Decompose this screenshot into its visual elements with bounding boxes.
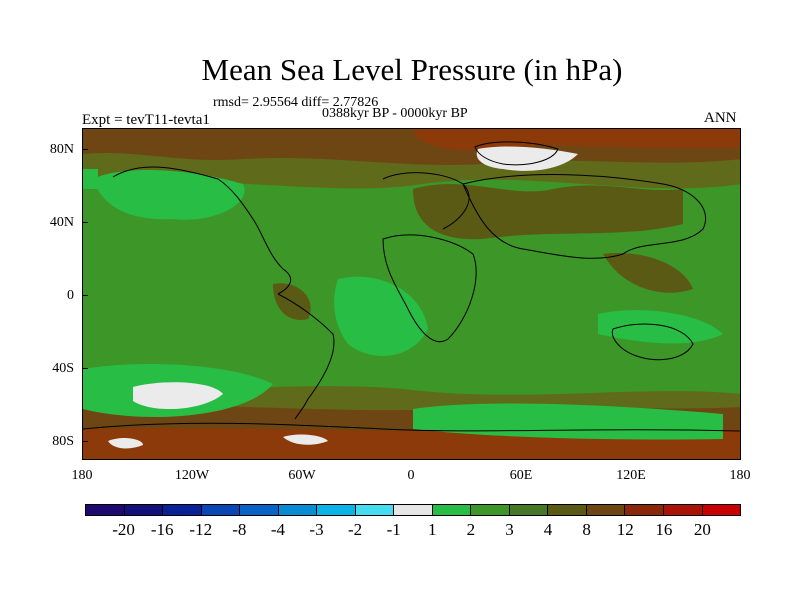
colorbar-swatch: [394, 505, 433, 515]
coastlines: [83, 141, 740, 432]
colorbar-swatch: [86, 505, 125, 515]
lon-label-180w: 180: [71, 468, 93, 483]
colorbar-swatch: [586, 505, 626, 515]
colorbar-swatch: [663, 505, 703, 515]
colorbar-swatch: [201, 505, 241, 515]
coast-south-america: [277, 293, 335, 420]
colorbar-swatch: [625, 505, 664, 515]
season-label: ANN: [704, 110, 737, 126]
lat-label-80n: 80N: [49, 142, 74, 157]
field-australia-green: [598, 310, 723, 344]
lat-label-80s: 80S: [52, 434, 74, 449]
coast-antarctica: [83, 422, 740, 432]
period-subtitle: 0388kyr BP - 0000kyr BP: [322, 106, 468, 121]
field-edge-green: [83, 169, 98, 189]
colorbar-swatch: [702, 505, 741, 515]
colorbar-swatch: [124, 505, 164, 515]
colorbar-label: -8: [232, 520, 247, 539]
lon-label-120e: 120E: [616, 468, 646, 483]
colorbar-swatch: [278, 505, 318, 515]
colorbar-label: -16: [150, 520, 174, 539]
stats-line: rmsd= 2.95564 diff= 2.77826: [213, 95, 379, 110]
chart-title: Mean Sea Level Pressure (in hPa): [201, 52, 623, 87]
lon-label-0: 0: [407, 468, 415, 483]
colorbar-label: 20: [693, 520, 711, 539]
field-greenland-white: [476, 146, 578, 171]
coast-asia: [462, 174, 707, 259]
colorbar-label: 8: [582, 520, 591, 539]
coast-australia: [611, 323, 694, 361]
field-pacific-olive: [603, 253, 693, 293]
colorbar-label: 1: [428, 520, 437, 539]
map-svg: [83, 129, 740, 459]
colorbar-label: 2: [466, 520, 476, 539]
lat-label-40s: 40S: [52, 361, 74, 376]
field-spacific-white: [133, 382, 223, 410]
coast-greenland: [474, 141, 559, 166]
colorbar-label: -20: [112, 520, 135, 539]
field-eurasia-olive: [413, 184, 683, 240]
colorbar-swatch: [509, 505, 549, 515]
field-satlantic-green: [334, 276, 428, 356]
colorbar-swatch: [548, 505, 587, 515]
experiment-label: Expt = tevT11-tevta1: [82, 112, 210, 128]
colorbar-swatch: [163, 505, 202, 515]
map-plot: [82, 128, 741, 460]
colorbar-label: -1: [386, 520, 401, 539]
colorbar-swatch: [240, 505, 279, 515]
tick-40n: [82, 222, 88, 223]
colorbar-label: 4: [543, 520, 553, 539]
field-antarctic-white-a: [108, 438, 143, 449]
colorbar: [85, 504, 741, 516]
colorbar-label: -2: [348, 520, 363, 539]
colorbar-label: -4: [270, 520, 286, 539]
lat-label-40n: 40N: [49, 215, 74, 230]
colorbar-swatch: [355, 505, 395, 515]
lon-label-60e: 60E: [509, 468, 533, 483]
tick-40s: [82, 368, 88, 369]
lon-label-120w: 120W: [174, 468, 210, 483]
lon-label-180e: 180: [729, 468, 751, 483]
lat-label-0: 0: [67, 288, 74, 303]
tick-80s: [82, 441, 88, 442]
field-npacific-green: [93, 169, 245, 220]
coast-africa: [382, 234, 477, 343]
colorbar-swatch: [432, 505, 472, 515]
colorbar-label: 16: [655, 520, 673, 539]
colorbar-swatch: [317, 505, 356, 515]
colorbar-label: 3: [505, 520, 514, 539]
colorbar-label: -3: [309, 520, 324, 539]
coast-north-america: [112, 166, 292, 295]
lon-label-60w: 60W: [288, 468, 316, 483]
field-arctic-dark: [413, 129, 740, 150]
colorbar-swatch: [471, 505, 510, 515]
colorbar-label: 12: [616, 520, 634, 539]
tick-80n: [82, 149, 88, 150]
tick-0: [82, 295, 88, 296]
field-antarctic-white-b: [283, 434, 328, 445]
colorbar-label: -12: [189, 520, 213, 539]
coast-europe: [382, 172, 470, 230]
